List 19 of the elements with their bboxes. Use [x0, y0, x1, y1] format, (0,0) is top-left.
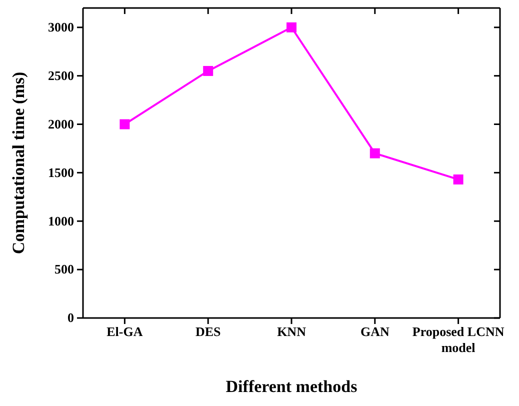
point — [203, 66, 214, 76]
y-tick-label: 1500 — [48, 164, 74, 180]
point — [286, 22, 296, 32]
x-axis-title: Different methods — [226, 377, 358, 396]
x-tick-label: DES — [195, 324, 221, 340]
y-tick-label: 0 — [68, 310, 74, 326]
x-tick-label: KNN — [277, 324, 307, 340]
point — [453, 174, 464, 184]
x-tick-label: GAN — [360, 324, 390, 340]
y-tick-label: 1000 — [48, 213, 74, 228]
y-axis-title: Computational time (ms) — [9, 72, 28, 254]
x-tick-label: El-GA — [106, 324, 144, 340]
y-tick-label: 2500 — [48, 68, 74, 83]
y-tick-label: 3000 — [48, 20, 74, 35]
x-tick-label: Proposed LCNN model — [412, 324, 505, 355]
y-tick-label: 2000 — [48, 116, 74, 132]
y-tick-label: 500 — [54, 262, 74, 277]
point — [120, 119, 130, 130]
point — [370, 148, 380, 158]
